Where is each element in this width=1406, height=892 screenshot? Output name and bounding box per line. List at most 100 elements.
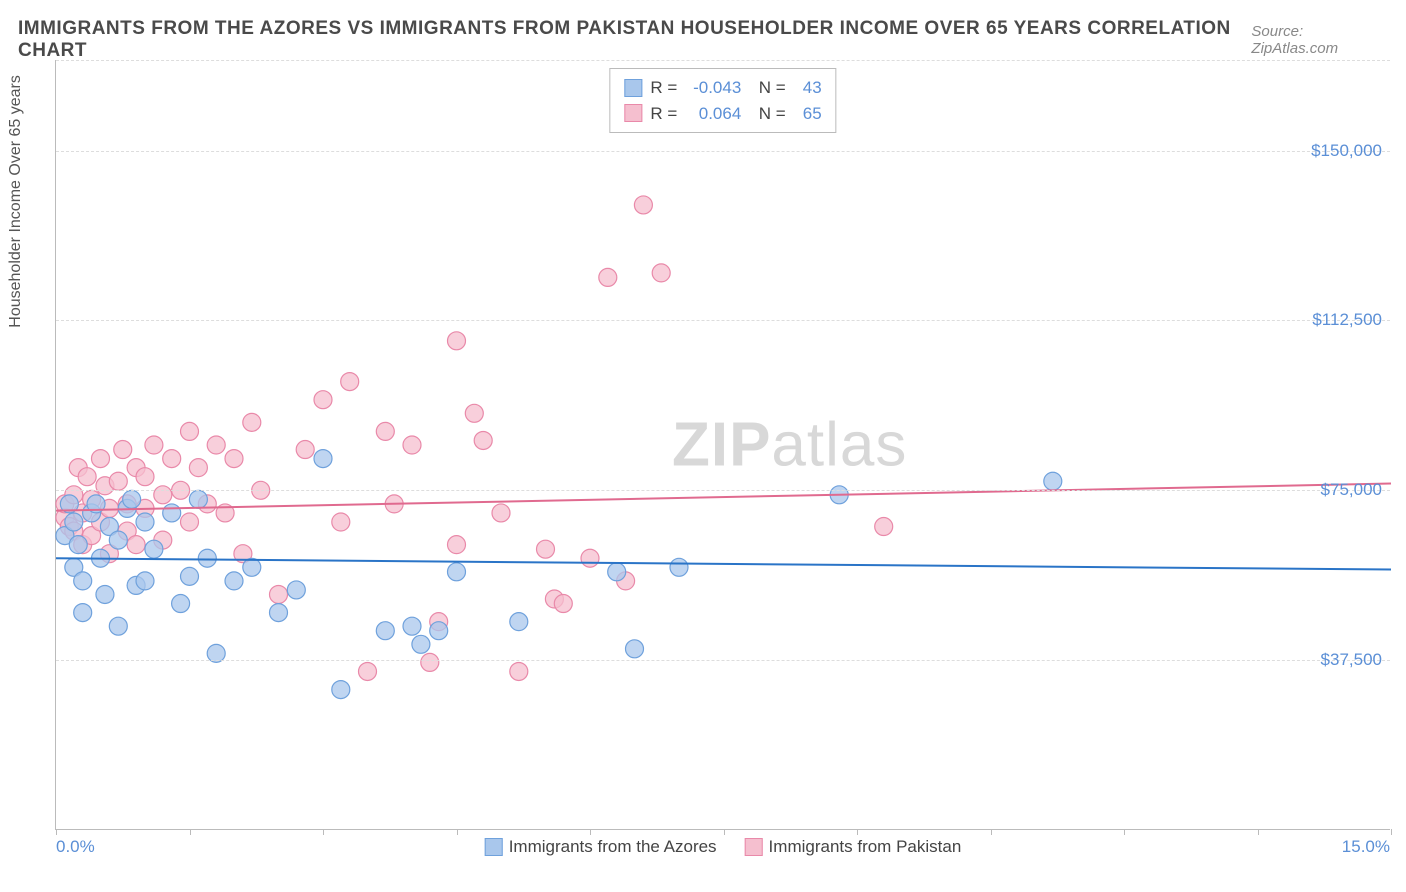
scatter-point — [341, 373, 359, 391]
scatter-point — [109, 531, 127, 549]
scatter-point — [554, 595, 572, 613]
gridline — [56, 320, 1390, 321]
scatter-point — [670, 558, 688, 576]
scatter-point — [270, 604, 288, 622]
scatter-point — [875, 518, 893, 536]
scatter-point — [510, 613, 528, 631]
scatter-chart: Householder Income Over 65 years ZIPatla… — [55, 60, 1390, 830]
gridline — [56, 660, 1390, 661]
legend-label-series2: Immigrants from Pakistan — [769, 837, 962, 857]
scatter-point — [296, 441, 314, 459]
scatter-point — [181, 513, 199, 531]
yaxis-title: Householder Income Over 65 years — [7, 75, 25, 328]
scatter-point — [448, 332, 466, 350]
scatter-point — [430, 622, 448, 640]
scatter-point — [270, 585, 288, 603]
scatter-point — [332, 513, 350, 531]
legend-stats: R =-0.043 N =43 R =0.064 N =65 — [609, 68, 836, 133]
legend-item-series1: Immigrants from the Azores — [485, 837, 717, 857]
scatter-point — [78, 468, 96, 486]
legend-swatch-series1-top — [624, 79, 642, 97]
scatter-point — [376, 622, 394, 640]
scatter-point — [287, 581, 305, 599]
xtick — [323, 829, 324, 835]
xtick — [1124, 829, 1125, 835]
ytick-label: $75,000 — [1321, 480, 1382, 500]
scatter-point — [412, 635, 430, 653]
xtick — [857, 829, 858, 835]
scatter-point — [65, 513, 83, 531]
plot-svg — [56, 60, 1390, 829]
scatter-point — [181, 567, 199, 585]
scatter-point — [332, 681, 350, 699]
legend-swatch-series2-top — [624, 104, 642, 122]
xaxis-max-label: 15.0% — [1342, 837, 1390, 857]
scatter-point — [581, 549, 599, 567]
scatter-point — [145, 540, 163, 558]
scatter-point — [243, 413, 261, 431]
legend-stats-row-2: R =0.064 N =65 — [624, 101, 821, 127]
scatter-point — [163, 504, 181, 522]
scatter-point — [492, 504, 510, 522]
scatter-point — [74, 572, 92, 590]
scatter-point — [109, 617, 127, 635]
xtick — [190, 829, 191, 835]
scatter-point — [109, 472, 127, 490]
scatter-point — [172, 595, 190, 613]
scatter-point — [314, 391, 332, 409]
scatter-point — [127, 536, 145, 554]
scatter-point — [448, 536, 466, 554]
scatter-point — [537, 540, 555, 558]
scatter-point — [359, 662, 377, 680]
xtick — [457, 829, 458, 835]
legend-bottom: Immigrants from the Azores Immigrants fr… — [485, 837, 962, 857]
scatter-point — [465, 404, 483, 422]
scatter-point — [181, 422, 199, 440]
scatter-point — [207, 436, 225, 454]
ytick-label: $112,500 — [1312, 310, 1382, 330]
page-title: IMMIGRANTS FROM THE AZORES VS IMMIGRANTS… — [18, 18, 1251, 62]
ytick-label: $37,500 — [1321, 650, 1382, 670]
scatter-point — [403, 617, 421, 635]
scatter-point — [225, 450, 243, 468]
scatter-point — [225, 572, 243, 590]
legend-stats-row-1: R =-0.043 N =43 — [624, 75, 821, 101]
scatter-point — [421, 653, 439, 671]
scatter-point — [403, 436, 421, 454]
gridline — [56, 490, 1390, 491]
scatter-point — [163, 450, 181, 468]
scatter-point — [136, 513, 154, 531]
xtick — [724, 829, 725, 835]
scatter-point — [123, 490, 141, 508]
gridline — [56, 60, 1390, 61]
xaxis-min-label: 0.0% — [56, 837, 95, 857]
ytick-label: $150,000 — [1311, 141, 1382, 161]
scatter-point — [136, 572, 154, 590]
scatter-point — [243, 558, 261, 576]
scatter-point — [376, 422, 394, 440]
scatter-point — [189, 459, 207, 477]
scatter-point — [634, 196, 652, 214]
legend-item-series2: Immigrants from Pakistan — [745, 837, 962, 857]
scatter-point — [114, 441, 132, 459]
gridline — [56, 151, 1390, 152]
scatter-point — [474, 431, 492, 449]
scatter-point — [198, 549, 216, 567]
xtick — [56, 829, 57, 835]
xtick — [590, 829, 591, 835]
scatter-point — [154, 486, 172, 504]
scatter-point — [189, 490, 207, 508]
source-label: Source: ZipAtlas.com — [1251, 23, 1388, 57]
scatter-point — [608, 563, 626, 581]
legend-label-series1: Immigrants from the Azores — [509, 837, 717, 857]
scatter-point — [599, 268, 617, 286]
scatter-point — [92, 450, 110, 468]
scatter-point — [136, 468, 154, 486]
xtick — [991, 829, 992, 835]
scatter-point — [510, 662, 528, 680]
xtick — [1391, 829, 1392, 835]
scatter-point — [626, 640, 644, 658]
scatter-point — [145, 436, 163, 454]
scatter-point — [1044, 472, 1062, 490]
scatter-point — [69, 536, 87, 554]
